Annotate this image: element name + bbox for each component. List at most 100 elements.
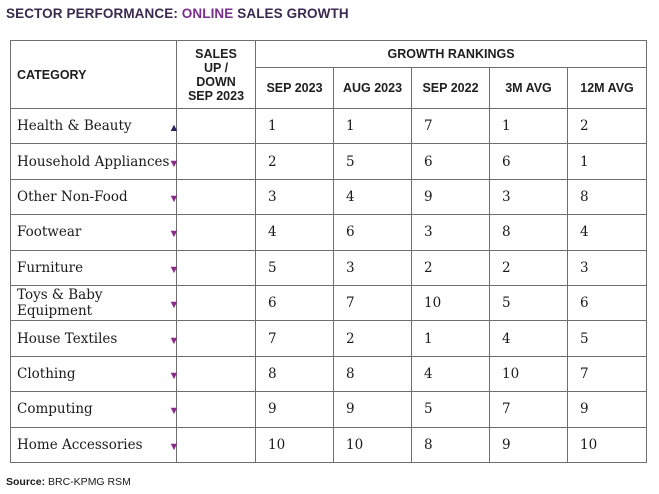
sep-2023-cell: 10: [255, 426, 334, 463]
triangle-down-icon: ▼: [168, 334, 180, 347]
category-cell: House Textiles: [10, 320, 177, 357]
trend-cell: ▼: [169, 391, 256, 428]
3m-avg-cell: 5: [489, 284, 568, 322]
header-sep-2023: SEP 2023: [255, 67, 334, 109]
aug-2023-cell: 9: [333, 391, 412, 428]
triangle-down-icon: ▼: [168, 299, 180, 312]
sep-2022-cell: 3: [411, 214, 490, 251]
12m-avg-cell: 9: [566, 391, 648, 428]
3m-avg-cell: 8: [489, 214, 568, 251]
aug-2023-cell: 6: [333, 214, 412, 251]
sep-2022-cell: 4: [411, 355, 490, 393]
triangle-down-icon: ▼: [168, 192, 180, 205]
table-row: Home Accessories ▼ 10 10 8 9 10: [10, 426, 648, 463]
12m-avg-cell: 1: [566, 143, 648, 180]
12m-avg-cell: 6: [566, 284, 648, 322]
aug-2023-cell: 7: [333, 284, 412, 322]
header-12m-avg: 12M AVG: [566, 67, 648, 109]
category-cell: Footwear: [10, 214, 177, 251]
sep-2022-cell: 9: [411, 178, 490, 216]
sep-2023-cell: 7: [255, 320, 334, 357]
table-row: Computing ▼ 9 9 5 7 9: [10, 391, 648, 428]
category-cell: Furniture: [10, 249, 177, 286]
12m-avg-cell: 5: [566, 320, 648, 357]
triangle-down-icon: ▼: [168, 440, 180, 453]
12m-avg-cell: 7: [566, 355, 648, 393]
header-sales-line4: SEP 2023: [187, 88, 245, 103]
aug-2023-cell: 10: [333, 426, 412, 463]
header-sales-line3: DOWN: [196, 74, 236, 89]
aug-2023-cell: 2: [333, 320, 412, 357]
sep-2023-cell: 6: [255, 284, 334, 322]
category-cell: Computing: [10, 391, 177, 428]
3m-avg-cell: 1: [489, 107, 568, 145]
sep-2023-cell: 8: [255, 355, 334, 393]
triangle-down-icon: ▼: [168, 405, 180, 418]
trend-cell: ▼: [169, 284, 256, 322]
sep-2022-cell: 2: [411, 249, 490, 286]
sep-2022-cell: 1: [411, 320, 490, 357]
table-row: Footwear ▼ 4 6 3 8 4: [10, 214, 648, 251]
aug-2023-cell: 8: [333, 355, 412, 393]
header-sep-2022: SEP 2022: [411, 67, 490, 109]
sep-2023-cell: 3: [255, 178, 334, 216]
sep-2022-cell: 6: [411, 143, 490, 180]
3m-avg-cell: 3: [489, 178, 568, 216]
sep-2023-cell: 4: [255, 214, 334, 251]
category-cell: Toys & Baby Equipment: [10, 284, 177, 322]
trend-cell: ▼: [169, 143, 256, 180]
3m-avg-cell: 6: [489, 143, 568, 180]
12m-avg-cell: 10: [566, 426, 648, 463]
table-row: Other Non-Food ▼ 3 4 9 3 8: [10, 178, 648, 216]
trend-cell: ▼: [169, 178, 256, 216]
header-sales-up-down: SALES UP / DOWN SEP 2023: [176, 40, 256, 109]
header-aug-2023: AUG 2023: [333, 67, 412, 109]
triangle-down-icon: ▼: [168, 157, 180, 170]
3m-avg-cell: 7: [489, 391, 568, 428]
sep-2023-cell: 1: [255, 107, 334, 145]
source-label: Source:: [6, 476, 46, 488]
table-row: House Textiles ▼ 7 2 1 4 5: [10, 320, 648, 357]
12m-avg-cell: 4: [566, 214, 648, 251]
sep-2023-cell: 5: [255, 249, 334, 286]
3m-avg-cell: 4: [489, 320, 568, 357]
sep-2022-cell: 10: [411, 284, 490, 322]
category-cell: Home Accessories: [10, 426, 177, 463]
12m-avg-cell: 3: [566, 249, 648, 286]
category-cell: Clothing: [10, 355, 177, 393]
title-accent: ONLINE: [181, 6, 234, 21]
sep-2023-cell: 2: [255, 143, 334, 180]
12m-avg-cell: 8: [566, 178, 648, 216]
table-row: Clothing ▼ 8 8 4 10 7: [10, 355, 648, 393]
sector-performance-table: CATEGORY SALES UP / DOWN SEP 2023 GROWTH…: [10, 40, 648, 463]
trend-cell: ▼: [169, 426, 256, 463]
table-row: Household Appliances ▼ 2 5 6 6 1: [10, 143, 648, 180]
category-cell: Other Non-Food: [10, 178, 177, 216]
aug-2023-cell: 3: [333, 249, 412, 286]
header-sales-line1: SALES: [195, 46, 237, 61]
table-row: Furniture ▼ 5 3 2 2 3: [10, 249, 648, 286]
trend-cell: ▲: [169, 107, 256, 145]
sep-2022-cell: 5: [411, 391, 490, 428]
triangle-down-icon: ▼: [168, 228, 180, 241]
sep-2022-cell: 8: [411, 426, 490, 463]
title-suffix: SALES GROWTH: [237, 6, 349, 21]
trend-cell: ▼: [169, 214, 256, 251]
aug-2023-cell: 1: [333, 107, 412, 145]
sep-2022-cell: 7: [411, 107, 490, 145]
aug-2023-cell: 4: [333, 178, 412, 216]
triangle-down-icon: ▼: [168, 369, 180, 382]
table-row: Toys & Baby Equipment ▼ 6 7 10 5 6: [10, 284, 648, 322]
12m-avg-cell: 2: [566, 107, 648, 145]
category-cell: Household Appliances: [10, 143, 177, 180]
page-title: SECTOR PERFORMANCE: ONLINE SALES GROWTH: [6, 6, 349, 21]
header-growth-rankings: GROWTH RANKINGS: [254, 40, 648, 68]
trend-cell: ▼: [169, 249, 256, 286]
3m-avg-cell: 9: [489, 426, 568, 463]
table-row: Health & Beauty ▲ 1 1 7 1 2: [10, 107, 648, 145]
title-prefix: SECTOR PERFORMANCE:: [6, 6, 178, 21]
triangle-up-icon: ▲: [168, 122, 180, 135]
header-sales-line2: UP /: [203, 60, 229, 75]
source-note: Source: BRC-KPMG RSM: [6, 476, 131, 488]
trend-cell: ▼: [169, 320, 256, 357]
